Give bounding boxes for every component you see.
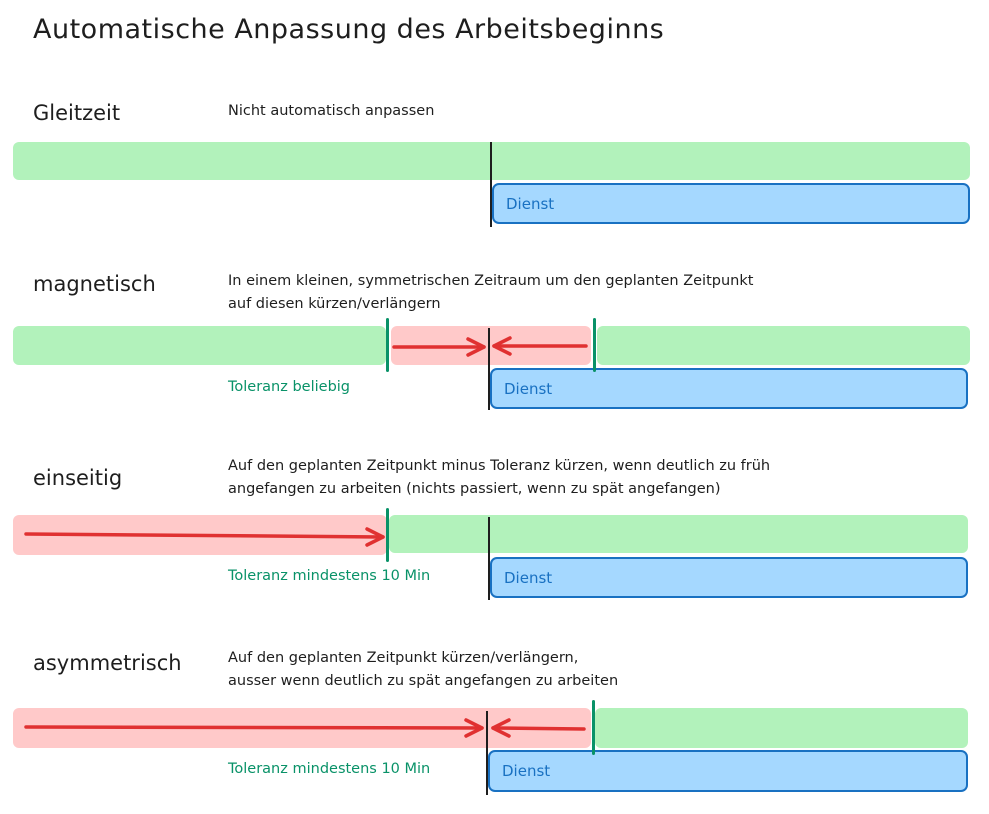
section-description: In einem kleinen, symmetrischen Zeitraum… [228,270,753,316]
description-line: Nicht automatisch anpassen [228,103,435,119]
description-line: auf diesen kürzen/verlängern [228,296,441,312]
planned-time-line [490,142,492,227]
section-label-gleitzeit: Gleitzeit [33,101,121,125]
shift-label: Dienst [504,379,553,398]
shift-box: Dienst [492,183,970,224]
planned-time-line [486,711,488,795]
tolerance-marker [386,318,389,372]
section-description: Nicht automatisch anpassen [228,100,434,123]
description-line: ausser wenn deutlich zu spät angefangen … [228,673,619,689]
red-tolerance-bar [13,515,387,555]
shift-label: Dienst [502,762,551,780]
red-tolerance-bar [391,326,591,365]
tolerance-marker [593,318,596,372]
red-tolerance-bar [13,708,591,748]
green-bar [389,515,968,553]
shift-box: Dienst [488,750,968,792]
shift-box: Dienst [490,368,968,409]
planned-time-line [488,328,490,410]
shift-box: Dienst [490,557,968,598]
planned-time-line [488,517,490,600]
section-label-asymmetrisch: asymmetrisch [33,651,182,675]
description-line: angefangen zu arbeiten (nichts passiert,… [228,481,721,497]
tolerance-marker [386,508,389,562]
diagram-title: Automatische Anpassung des Arbeitsbeginn… [33,14,665,45]
description-line: Auf den geplanten Zeitpunkt minus Tolera… [228,458,771,474]
tolerance-label: Toleranz mindestens 10 Min [228,761,431,777]
shift-label: Dienst [506,194,555,213]
tolerance-label: Toleranz mindestens 10 Min [228,568,431,584]
section-label-magnetisch: magnetisch [33,272,156,296]
section-label-einseitig: einseitig [33,466,123,490]
green-bar [13,326,386,365]
section-description: Auf den geplanten Zeitpunkt kürzen/verlä… [228,647,618,693]
tolerance-marker [592,700,595,755]
section-description: Auf den geplanten Zeitpunkt minus Tolera… [228,455,770,501]
tolerance-label: Toleranz beliebig [228,379,351,395]
green-bar [595,708,968,748]
shift-label: Dienst [504,568,553,587]
description-line: In einem kleinen, symmetrischen Zeitraum… [228,273,754,289]
description-line: Auf den geplanten Zeitpunkt kürzen/verlä… [228,650,579,666]
green-bar [597,326,970,365]
